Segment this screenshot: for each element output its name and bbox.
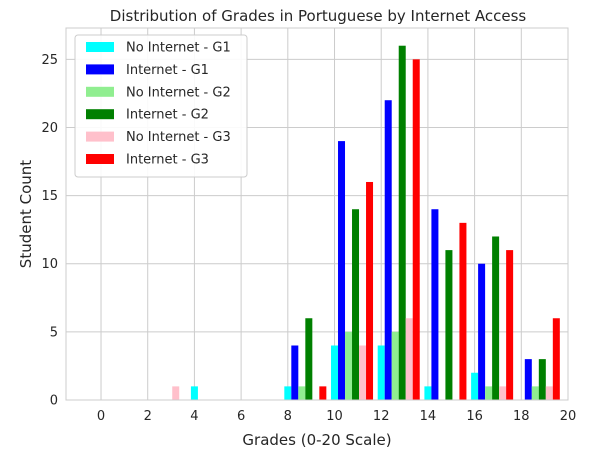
bar	[524, 359, 532, 400]
legend-swatch	[86, 86, 114, 97]
legend-label: Internet - G1	[126, 63, 209, 78]
bar	[531, 386, 539, 400]
bar	[506, 250, 514, 400]
y-tick-label: 20	[41, 121, 58, 136]
legend-label: No Internet - G2	[126, 85, 231, 100]
x-tick-label: 18	[513, 409, 530, 424]
bar	[391, 331, 399, 400]
y-axis-label: Student Count	[17, 160, 35, 268]
bar	[471, 372, 479, 400]
x-tick-label: 10	[326, 409, 343, 424]
bar	[305, 318, 313, 400]
x-tick-label: 8	[284, 409, 292, 424]
x-tick-label: 2	[144, 409, 152, 424]
bar	[431, 209, 439, 400]
bar	[172, 386, 180, 400]
bar	[359, 345, 367, 400]
bar	[485, 386, 493, 400]
bar	[338, 141, 346, 400]
legend-label: Internet - G2	[126, 108, 209, 123]
x-tick-label: 0	[97, 409, 105, 424]
bar	[492, 236, 500, 400]
bar	[366, 181, 374, 400]
y-tick-label: 10	[41, 257, 58, 272]
y-tick-label: 25	[41, 53, 58, 68]
x-tick-label: 4	[190, 409, 198, 424]
bar	[377, 345, 385, 400]
bar	[291, 345, 299, 400]
y-ticks: 0 5 10 15 20 25	[41, 53, 58, 409]
legend-box	[74, 34, 248, 178]
x-axis-label: Grades (0-20 Scale)	[242, 431, 391, 449]
x-ticks: 0 2 4 6 8 10 12 14 16 18 20	[97, 409, 576, 424]
bar	[298, 386, 306, 400]
legend-swatch	[86, 131, 114, 142]
x-tick-label: 12	[373, 409, 390, 424]
legend-swatch	[86, 154, 114, 164]
bars	[172, 45, 560, 400]
bar	[424, 386, 432, 400]
bar	[552, 318, 560, 400]
legend-items: No Internet - G1 Internet - G1 No Internet…	[86, 41, 231, 168]
y-tick-label: 0	[50, 394, 58, 409]
bar	[398, 45, 406, 400]
bar	[499, 386, 507, 400]
x-tick-label: 16	[466, 409, 483, 424]
x-tick-label: 14	[420, 409, 437, 424]
bar	[478, 263, 486, 400]
bar	[352, 209, 360, 400]
chart-title: Distribution of Grades in Portuguese by …	[110, 7, 527, 25]
y-tick-label: 15	[41, 189, 58, 204]
legend-swatch	[86, 109, 114, 120]
bar	[412, 59, 420, 400]
plot-frame	[65, 27, 569, 401]
bar	[405, 318, 413, 400]
legend-label: Internet - G3	[126, 153, 209, 168]
bar	[345, 331, 353, 400]
bar	[284, 386, 292, 400]
bar	[319, 386, 327, 400]
x-tick-label: 6	[237, 409, 245, 424]
y-tick-label: 5	[50, 325, 58, 340]
bar	[445, 250, 453, 400]
legend: No Internet - G1 Internet - G1 No Internet…	[74, 34, 248, 178]
legend-swatch	[86, 42, 114, 52]
legend-label: No Internet - G3	[126, 130, 231, 145]
bar	[384, 100, 392, 400]
bar	[459, 222, 467, 400]
bar	[545, 386, 553, 400]
x-tick-label: 20	[560, 409, 577, 424]
bar	[538, 359, 546, 400]
legend-swatch	[86, 64, 114, 75]
legend-label: No Internet - G1	[126, 41, 231, 56]
bar	[190, 386, 198, 400]
bar	[331, 345, 339, 400]
